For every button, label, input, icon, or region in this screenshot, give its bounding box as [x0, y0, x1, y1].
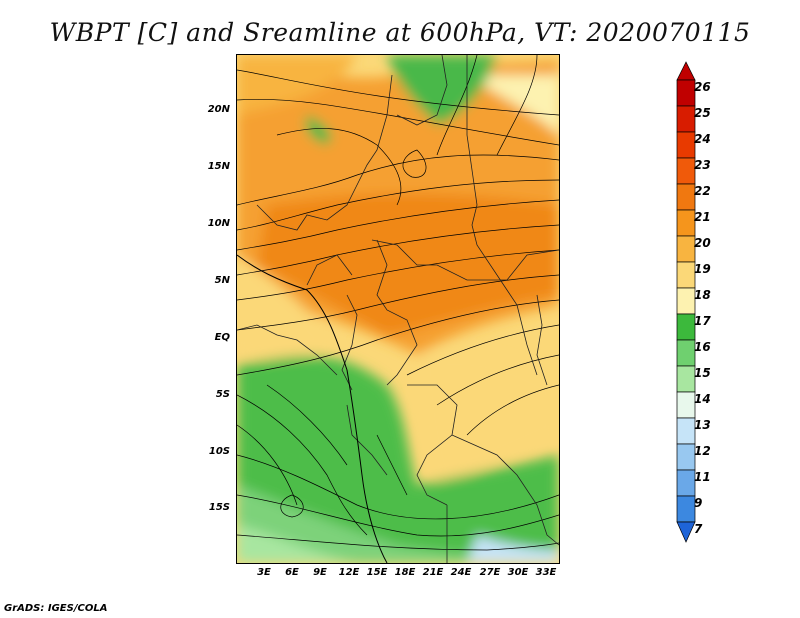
lon-label-18e: 18E: [394, 567, 416, 578]
colorbar-label-26: 26: [694, 80, 711, 94]
colorbar-segment: [676, 105, 696, 133]
lon-label-3e: 3E: [257, 567, 271, 578]
lon-label-27e: 27E: [479, 567, 501, 578]
colorbar-label-24: 24: [694, 132, 711, 146]
colorbar-segment: [676, 183, 696, 211]
colorbar-segment: [676, 261, 696, 289]
warm-core-band: [257, 193, 559, 335]
colorbar-segment: [676, 131, 696, 159]
map-canvas: [237, 55, 559, 563]
lat-label-5n: 5N: [214, 275, 230, 286]
chart-title: WBPT [C] and Sreamline at 600hPa, VT: 20…: [49, 18, 751, 47]
colorbar-segment: [676, 157, 696, 185]
colorbar-top-arrow: [676, 61, 696, 81]
colorbar-segment: [676, 365, 696, 393]
lon-label-15e: 15E: [366, 567, 388, 578]
colorbar-label-14: 14: [694, 392, 711, 406]
colorbar-label-9: 9: [694, 496, 703, 510]
lat-label-15s: 15S: [208, 502, 230, 513]
lat-label-10n: 10N: [207, 218, 230, 229]
colorbar-segment: [676, 417, 696, 445]
colorbar-label-12: 12: [694, 444, 711, 458]
colorbar-segment: [676, 443, 696, 471]
colorbar-label-7: 7: [694, 522, 703, 536]
colorbar-label-25: 25: [694, 106, 711, 120]
colorbar-segment: [676, 391, 696, 419]
lat-label-15n: 15N: [207, 161, 230, 172]
colorbar-segment: [676, 209, 696, 237]
colorbar-segment: [676, 339, 696, 367]
cool-region-north: [387, 55, 497, 125]
colorbar-label-19: 19: [694, 262, 711, 276]
colorbar-label-17: 17: [694, 314, 711, 328]
lon-label-12e: 12E: [338, 567, 360, 578]
colorbar-segment: [676, 313, 696, 341]
colorbar-segment: [676, 79, 696, 107]
colorbar-label-18: 18: [694, 288, 711, 302]
colorbar-segment: [676, 235, 696, 263]
colorbar: [676, 61, 696, 543]
colorbar-label-20: 20: [694, 236, 711, 250]
colorbar-label-23: 23: [694, 158, 711, 172]
colorbar-label-15: 15: [694, 366, 711, 380]
map-panel: [236, 54, 560, 564]
colorbar-bottom-arrow: [676, 521, 696, 543]
colorbar-label-22: 22: [694, 184, 711, 198]
lat-label-20n: 20N: [207, 104, 230, 115]
colorbar-segment: [676, 495, 696, 523]
colorbar-label-13: 13: [694, 418, 711, 432]
lat-label-5s: 5S: [215, 389, 230, 400]
lat-label-10s: 10S: [208, 446, 230, 457]
coastline: [237, 254, 388, 563]
lon-label-21e: 21E: [422, 567, 444, 578]
lon-label-24e: 24E: [450, 567, 472, 578]
lon-label-6e: 6E: [285, 567, 299, 578]
colorbar-label-11: 11: [694, 470, 711, 484]
lat-label-eq: EQ: [214, 332, 230, 343]
colorbar-label-16: 16: [694, 340, 711, 354]
lon-label-9e: 9E: [313, 567, 327, 578]
colorbar-segment: [676, 469, 696, 497]
country-boundaries: [237, 55, 559, 563]
grads-credit: GrADS: IGES/COLA: [4, 603, 108, 614]
lon-label-33e: 33E: [535, 567, 557, 578]
cool-region-south: [237, 356, 559, 563]
lon-label-30e: 30E: [507, 567, 529, 578]
colorbar-label-21: 21: [694, 210, 711, 224]
colorbar-segment: [676, 287, 696, 315]
